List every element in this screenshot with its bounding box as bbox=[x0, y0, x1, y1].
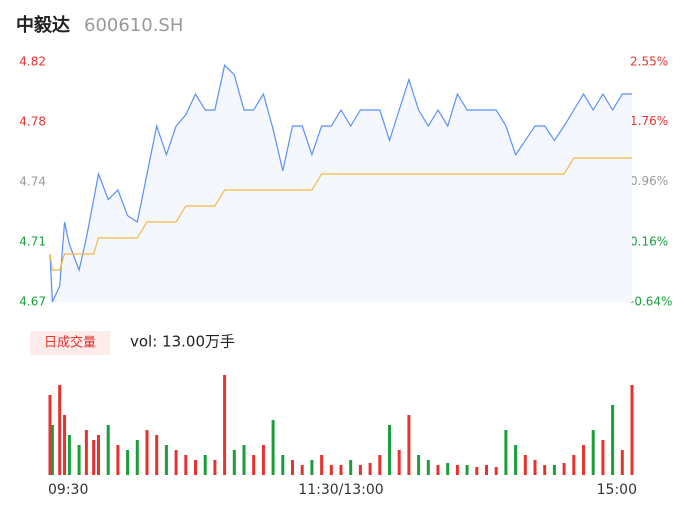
volume-bar bbox=[77, 445, 81, 475]
volume-bar bbox=[106, 425, 110, 475]
chart-title: 中毅达 bbox=[16, 14, 70, 36]
y-tick-label: 4.78 bbox=[19, 115, 46, 129]
y2-tick-label: -0.64% bbox=[630, 295, 672, 309]
volume-bar bbox=[84, 430, 88, 475]
volume-bar bbox=[591, 430, 595, 475]
volume-bar bbox=[232, 450, 236, 475]
volume-bar bbox=[388, 425, 391, 475]
y2-tick-label: 0.16% bbox=[630, 234, 668, 248]
volume-bar bbox=[533, 460, 537, 475]
volume-bar bbox=[582, 445, 585, 475]
x-tick-label: 11:30/13:00 bbox=[298, 482, 383, 498]
volume-bar bbox=[97, 435, 100, 475]
volume-bar bbox=[126, 450, 130, 475]
volume-bar bbox=[291, 460, 294, 475]
y2-tick-label: 1.76% bbox=[630, 114, 668, 128]
y-tick-label: 4.71 bbox=[19, 235, 46, 249]
volume-bar bbox=[203, 455, 207, 475]
volume-bar bbox=[116, 445, 120, 475]
volume-bar bbox=[174, 450, 178, 475]
volume-bar bbox=[378, 455, 382, 475]
volume-bar bbox=[92, 440, 96, 475]
volume-bar bbox=[368, 463, 372, 475]
volume-bar bbox=[552, 465, 556, 475]
average-line bbox=[49, 157, 632, 271]
volume-bar bbox=[358, 465, 362, 475]
volume-annotation: vol: 13.00万手 bbox=[130, 333, 235, 351]
volume-bar bbox=[630, 385, 634, 475]
price-area bbox=[50, 65, 632, 302]
volume-bar bbox=[223, 375, 227, 475]
volume-bar bbox=[339, 465, 343, 475]
volume-bar bbox=[436, 465, 440, 475]
volume-bar bbox=[155, 435, 159, 475]
volume-bar bbox=[213, 460, 217, 475]
volume-bar bbox=[417, 455, 421, 475]
volume-bar bbox=[514, 445, 518, 475]
volume-bar bbox=[58, 385, 62, 475]
volume-bar bbox=[261, 445, 265, 475]
volume-bar bbox=[242, 445, 246, 475]
volume-bar bbox=[611, 405, 615, 475]
volume-bar bbox=[455, 465, 459, 475]
volume-bar bbox=[465, 465, 469, 475]
volume-bar bbox=[485, 465, 488, 475]
price-line bbox=[49, 64, 632, 303]
volume-bar bbox=[145, 430, 149, 475]
volume-bar bbox=[164, 445, 168, 475]
volume-bar bbox=[407, 415, 411, 475]
volume-bar bbox=[426, 460, 430, 475]
volume-bar bbox=[50, 425, 54, 475]
volume-bar bbox=[135, 440, 139, 475]
chart-subtitle: 600610.SH bbox=[84, 15, 183, 36]
volume-bar bbox=[349, 460, 353, 475]
volume-bar bbox=[572, 455, 576, 475]
legend-box bbox=[30, 331, 110, 355]
volume-bar bbox=[397, 450, 401, 475]
volume-bar bbox=[300, 465, 304, 475]
volume-bar bbox=[601, 440, 605, 475]
volume-bar bbox=[494, 467, 498, 475]
volume-bar bbox=[320, 455, 324, 475]
y2-tick-label: 2.55% bbox=[630, 55, 668, 69]
volume-bar bbox=[281, 455, 285, 475]
y-tick-label: 4.67 bbox=[19, 295, 46, 309]
volume-bar bbox=[63, 415, 67, 475]
x-tick-label: 09:30 bbox=[48, 482, 88, 498]
volume-bar bbox=[446, 463, 450, 475]
volume-bar bbox=[329, 465, 333, 475]
volume-bar bbox=[562, 463, 566, 475]
volume-bar bbox=[252, 455, 256, 475]
y2-tick-label: 0.96% bbox=[630, 174, 668, 188]
y-tick-label: 4.74 bbox=[19, 175, 46, 189]
volume-bar bbox=[271, 420, 275, 475]
volume-bar bbox=[620, 450, 624, 475]
legend-label: 日成交量 bbox=[44, 335, 96, 351]
volume-bar bbox=[67, 435, 71, 475]
volume-bar bbox=[184, 455, 188, 475]
volume-bar bbox=[523, 455, 527, 475]
x-tick-label: 15:00 bbox=[597, 482, 637, 498]
volume-bar bbox=[310, 460, 314, 475]
volume-bar bbox=[48, 395, 52, 475]
volume-bar bbox=[475, 467, 479, 475]
volume-bar bbox=[543, 465, 547, 475]
volume-bar bbox=[194, 460, 197, 475]
volume-bar bbox=[504, 430, 508, 475]
y-tick-label: 4.82 bbox=[19, 55, 46, 69]
